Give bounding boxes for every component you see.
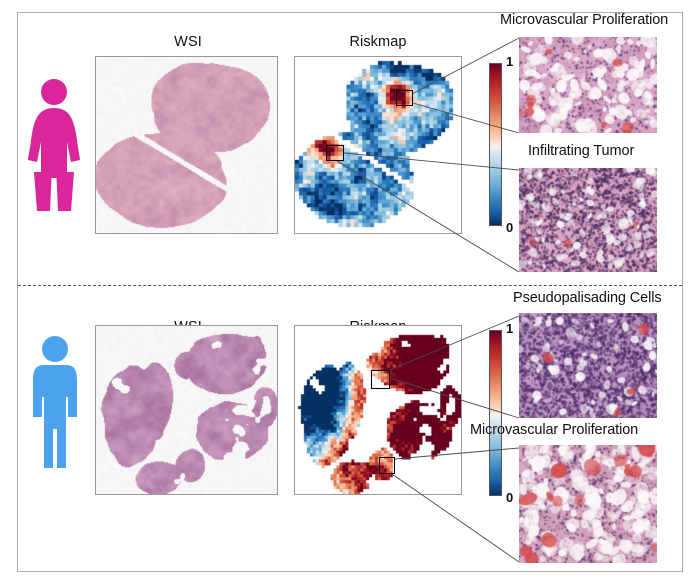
colorbar-tick-high-male: 1 — [506, 321, 514, 336]
colorbar-gradient-female — [489, 63, 502, 226]
case-female-panel: WSI Riskmap 1 0 Microvascular Proliferat… — [0, 0, 700, 285]
patch-microvascular-proliferation-male[interactable] — [519, 445, 657, 563]
wsi-image-female[interactable] — [95, 56, 278, 234]
patch-title-male-2: Microvascular Proliferation — [470, 422, 639, 438]
caption-wsi-female: WSI — [174, 34, 202, 50]
patch-pseudopalisading-cells-male[interactable] — [519, 313, 657, 418]
wsi-image-male[interactable] — [95, 325, 278, 495]
patch-infiltrating-tumor-female[interactable] — [519, 168, 657, 272]
colorbar-tick-high-female: 1 — [506, 54, 514, 69]
colorbar-gradient-male — [489, 330, 502, 496]
patch-microvascular-proliferation-female[interactable] — [519, 37, 657, 133]
roi-box-female-1[interactable] — [396, 90, 413, 106]
colorbar-tick-low-male: 0 — [506, 490, 514, 505]
caption-riskmap-female: Riskmap — [349, 34, 407, 50]
roi-box-female-2[interactable] — [326, 145, 344, 161]
roi-box-male-2[interactable] — [379, 457, 395, 474]
figure-frame — [17, 12, 683, 572]
colorbar-tick-low-female: 0 — [506, 220, 514, 235]
patch-title-male-1: Pseudopalisading Cells — [513, 290, 662, 306]
male-person-icon — [27, 335, 83, 470]
roi-box-male-1[interactable] — [371, 370, 390, 389]
female-person-icon — [25, 78, 83, 213]
case-male-panel: WSI Riskmap 1 0 Pseudopalisading Cells M… — [0, 285, 700, 585]
riskmap-image-female[interactable] — [294, 56, 462, 234]
case-divider — [18, 285, 682, 286]
patch-title-female-2: Infiltrating Tumor — [528, 143, 635, 159]
riskmap-image-male[interactable] — [294, 325, 462, 495]
patch-title-female-1: Microvascular Proliferation — [500, 12, 669, 28]
